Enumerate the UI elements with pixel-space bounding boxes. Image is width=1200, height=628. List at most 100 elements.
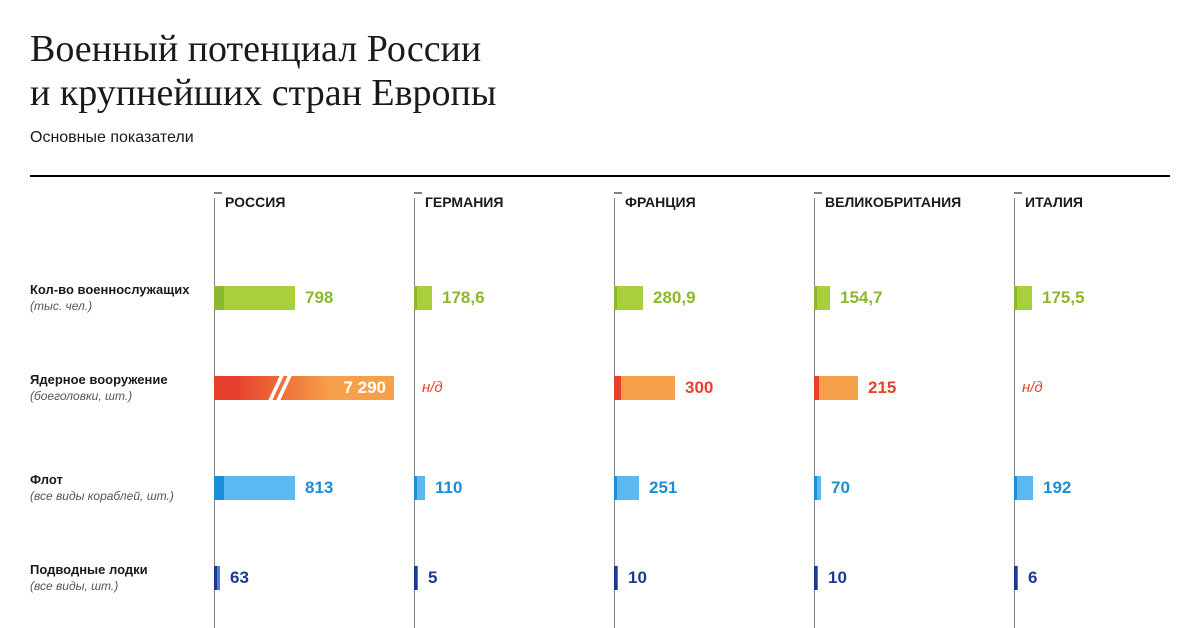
bar-subs-it bbox=[1014, 566, 1018, 590]
value-nuclear-ru: 7 290 bbox=[343, 376, 386, 400]
metric-title: Кол-во военнослужащих bbox=[30, 282, 189, 297]
bar-personnel-it bbox=[1014, 286, 1032, 310]
value-personnel-it: 175,5 bbox=[1042, 286, 1085, 310]
page-subtitle: Основные показатели bbox=[30, 129, 1170, 147]
bar-personnel-gb bbox=[814, 286, 830, 310]
value-nuclear-it: н/д bbox=[1022, 376, 1043, 400]
value-fleet-de: 110 bbox=[435, 476, 462, 500]
bar-accent bbox=[214, 286, 224, 310]
bar-fleet-fr bbox=[614, 476, 639, 500]
country-axis-gb: ВЕЛИКОБРИТАНИЯ bbox=[814, 198, 815, 628]
value-personnel-de: 178,6 bbox=[442, 286, 485, 310]
metric-unit: (тыс. чел.) bbox=[30, 299, 189, 313]
bar-nuclear-gb bbox=[814, 376, 858, 400]
axis-tick bbox=[214, 192, 222, 194]
metric-title: Флот bbox=[30, 472, 174, 487]
bar-accent bbox=[614, 566, 617, 590]
value-fleet-fr: 251 bbox=[649, 476, 677, 500]
bar-personnel-ru bbox=[214, 286, 295, 310]
value-fleet-ru: 813 bbox=[305, 476, 333, 500]
bar-body bbox=[1017, 286, 1032, 310]
bar-nuclear-fr bbox=[614, 376, 675, 400]
bar-body bbox=[817, 566, 818, 590]
value-personnel-gb: 154,7 bbox=[840, 286, 883, 310]
bar-body bbox=[417, 286, 432, 310]
country-label-ru: РОССИЯ bbox=[225, 194, 285, 210]
bar-accent bbox=[214, 476, 224, 500]
metric-unit: (боеголовки, шт.) bbox=[30, 389, 168, 403]
bar-accent bbox=[214, 566, 217, 590]
metric-title: Ядерное вооружение bbox=[30, 372, 168, 387]
bar-subs-gb bbox=[814, 566, 818, 590]
bar-subs-fr bbox=[614, 566, 618, 590]
bar-body bbox=[819, 376, 858, 400]
value-nuclear-fr: 300 bbox=[685, 376, 713, 400]
page-title: Военный потенциал России и крупнейших ст… bbox=[30, 28, 1170, 115]
bar-fleet-gb bbox=[814, 476, 821, 500]
value-fleet-it: 192 bbox=[1043, 476, 1071, 500]
country-axis-de: ГЕРМАНИЯ bbox=[414, 198, 415, 628]
bar-body bbox=[817, 476, 821, 500]
metric-label-subs: Подводные лодки (все виды, шт.) bbox=[30, 562, 148, 593]
bar-body bbox=[217, 566, 220, 590]
axis-tick bbox=[414, 192, 422, 194]
value-fleet-gb: 70 bbox=[831, 476, 850, 500]
country-label-de: ГЕРМАНИЯ bbox=[425, 194, 503, 210]
bar-accent bbox=[614, 476, 617, 500]
bar-fleet-it bbox=[1014, 476, 1033, 500]
bar-body bbox=[417, 566, 418, 590]
bar-body bbox=[817, 286, 830, 310]
value-nuclear-gb: 215 bbox=[868, 376, 896, 400]
value-personnel-fr: 280,9 bbox=[653, 286, 696, 310]
bar-body bbox=[617, 286, 643, 310]
title-line-2: и крупнейших стран Европы bbox=[30, 72, 496, 114]
value-subs-ru: 63 bbox=[230, 566, 249, 590]
metric-unit: (все виды кораблей, шт.) bbox=[30, 489, 174, 503]
metric-label-fleet: Флот (все виды кораблей, шт.) bbox=[30, 472, 174, 503]
value-subs-de: 5 bbox=[428, 566, 437, 590]
bar-fleet-ru bbox=[214, 476, 295, 500]
bar-subs-ru bbox=[214, 566, 220, 590]
bar-accent bbox=[1014, 286, 1017, 310]
bar-body bbox=[1017, 566, 1018, 590]
chart-grid: РОССИЯ ГЕРМАНИЯ ФРАНЦИЯ ВЕЛИКОБРИТАНИЯ ИТАЛИ… bbox=[30, 198, 1170, 628]
axis-tick bbox=[1014, 192, 1022, 194]
bar-accent bbox=[814, 286, 817, 310]
bar-body bbox=[224, 286, 295, 310]
country-axis-fr: ФРАНЦИЯ bbox=[614, 198, 615, 628]
metric-unit: (все виды, шт.) bbox=[30, 579, 148, 593]
bar-accent bbox=[614, 286, 617, 310]
country-label-fr: ФРАНЦИЯ bbox=[625, 194, 696, 210]
bar-fleet-de bbox=[414, 476, 425, 500]
bar-body bbox=[617, 566, 618, 590]
metric-title: Подводные лодки bbox=[30, 562, 148, 577]
bar-accent bbox=[814, 566, 817, 590]
bar-body bbox=[1017, 476, 1033, 500]
bar-body bbox=[621, 376, 675, 400]
axis-tick bbox=[814, 192, 822, 194]
country-label-gb: ВЕЛИКОБРИТАНИЯ bbox=[825, 194, 961, 210]
bar-personnel-fr bbox=[614, 286, 643, 310]
value-subs-it: 6 bbox=[1028, 566, 1037, 590]
bar-accent bbox=[414, 476, 417, 500]
metric-label-nuclear: Ядерное вооружение (боеголовки, шт.) bbox=[30, 372, 168, 403]
bar-body bbox=[224, 476, 295, 500]
country-axis-ru: РОССИЯ bbox=[214, 198, 215, 628]
axis-tick bbox=[614, 192, 622, 194]
value-subs-fr: 10 bbox=[628, 566, 647, 590]
bar-accent bbox=[1014, 566, 1017, 590]
bar-accent bbox=[1014, 476, 1017, 500]
title-line-1: Военный потенциал России bbox=[30, 28, 481, 70]
value-nuclear-de: н/д bbox=[422, 376, 443, 400]
value-personnel-ru: 798 bbox=[305, 286, 333, 310]
bar-personnel-de bbox=[414, 286, 432, 310]
country-axis-it: ИТАЛИЯ bbox=[1014, 198, 1015, 628]
bar-body bbox=[417, 476, 425, 500]
bar-accent bbox=[814, 376, 819, 400]
bar-accent bbox=[414, 286, 417, 310]
value-subs-gb: 10 bbox=[828, 566, 847, 590]
metric-label-personnel: Кол-во военнослужащих (тыс. чел.) bbox=[30, 282, 189, 313]
header: Военный потенциал России и крупнейших ст… bbox=[0, 0, 1200, 165]
bar-accent bbox=[414, 566, 417, 590]
bar-subs-de bbox=[414, 566, 418, 590]
